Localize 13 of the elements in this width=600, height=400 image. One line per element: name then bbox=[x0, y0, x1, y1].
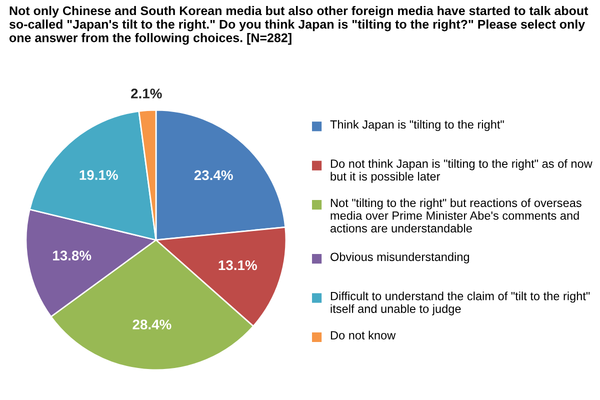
legend-label: Think Japan is "tilting to the right" bbox=[330, 120, 504, 132]
data-label: 13.8% bbox=[53, 250, 92, 261]
data-label: 28.4% bbox=[132, 320, 172, 330]
data-label: 19.1% bbox=[80, 170, 118, 180]
legend-label: Do not think Japan is "tilting to the right" as of now but it is possible later bbox=[330, 159, 592, 183]
legend-label: Do not know bbox=[330, 330, 396, 340]
legend-label: Obvious misunderstanding bbox=[330, 252, 470, 264]
data-label: 13.1% bbox=[218, 260, 257, 270]
chart-title: Not only Chinese and South Korean media but also other foreign media have started to talk about so-called "Japan's tilt to the right." Do you think Japan is "tilting to the right?" Please select only one answer from the following choices. [N=282] bbox=[9, 6, 588, 45]
data-label: 2.1% bbox=[131, 88, 162, 98]
legend-label: Difficult to understand the claim of "tilt to the right" itself and unable to judge bbox=[330, 292, 590, 316]
legend-label: Not "tilting to the right" but reactions of overseas media over Prime Minister Abe's comments and actions are understandable bbox=[330, 198, 582, 233]
data-label: 23.4% bbox=[194, 170, 233, 180]
